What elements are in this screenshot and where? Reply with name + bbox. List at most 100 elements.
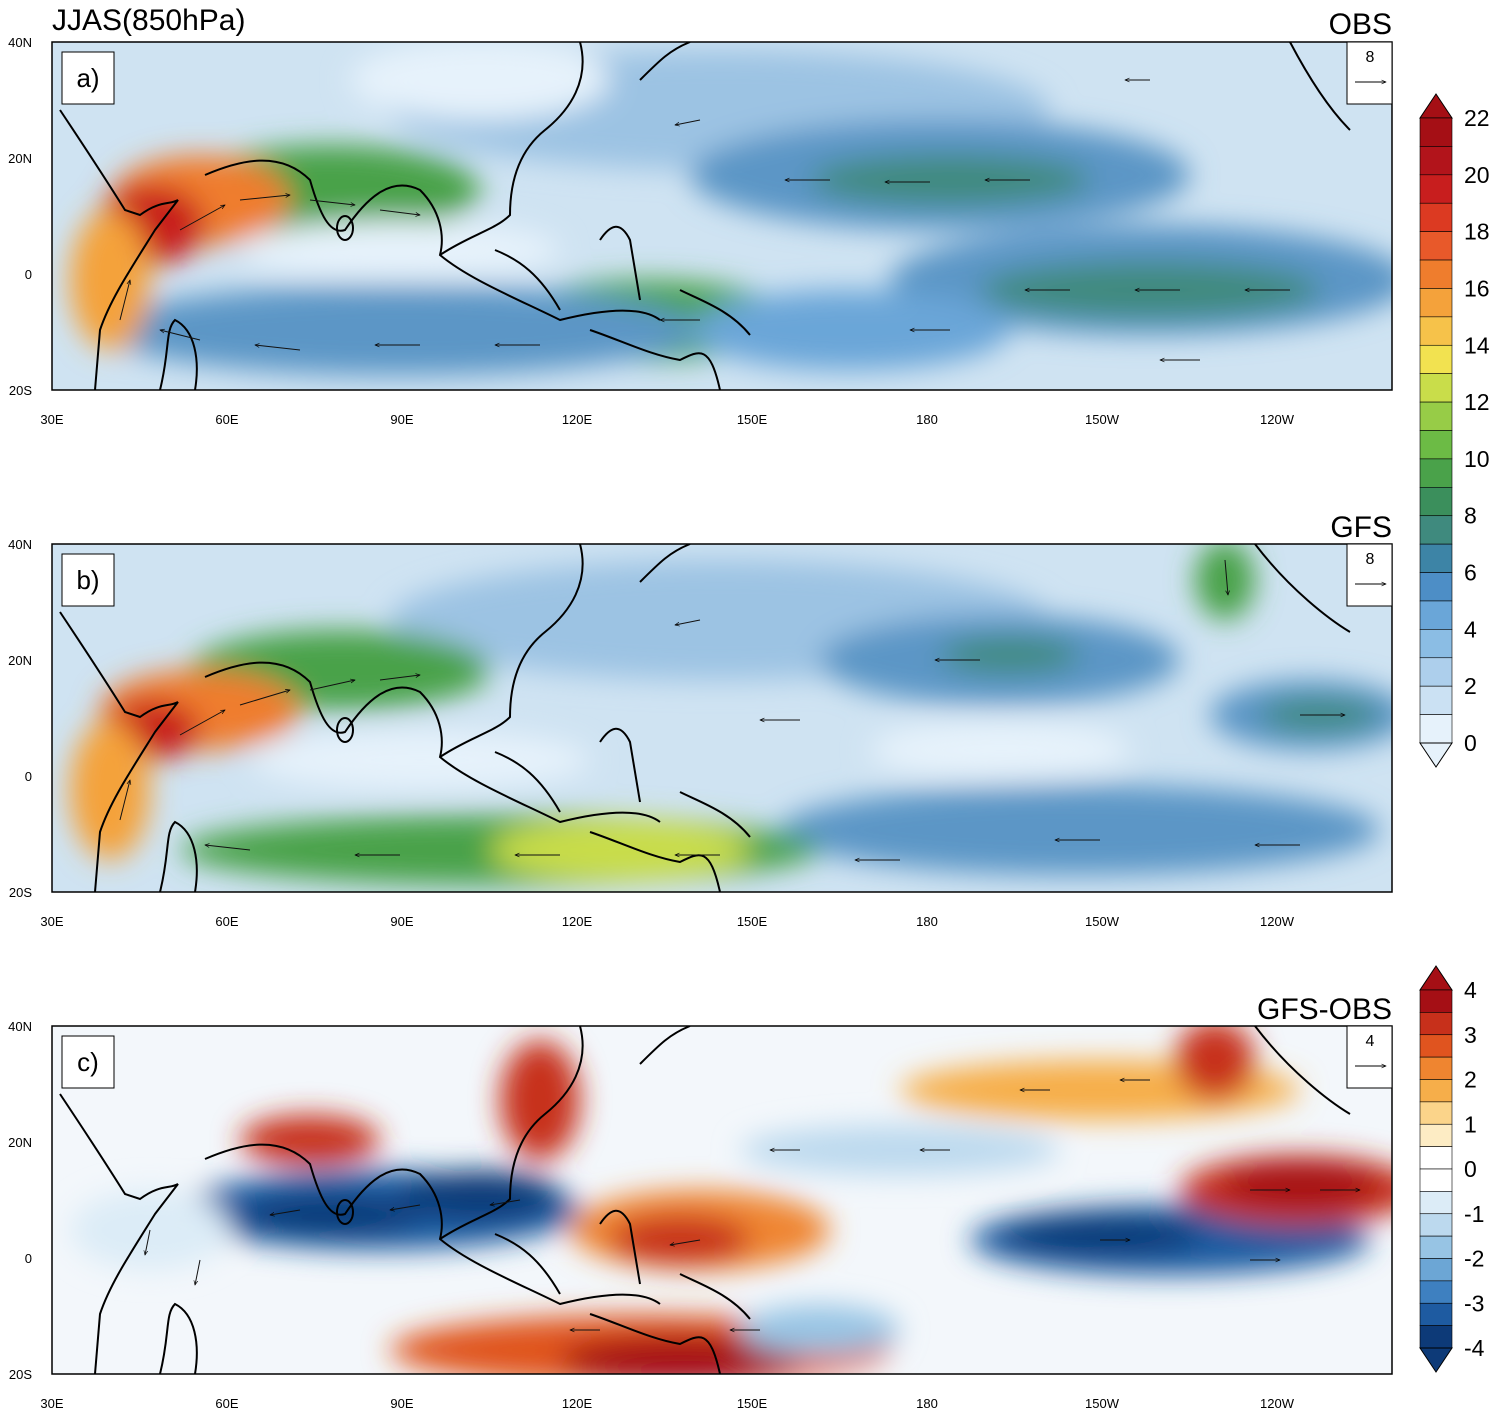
- colorbar-segment: [1419, 1191, 1453, 1215]
- colorbar-tick-label: -3: [1464, 1290, 1484, 1316]
- colorbar-segment: [1419, 146, 1453, 176]
- panel-a-ref-vector-label: 8: [1366, 49, 1375, 66]
- panel-c-letter-box: c): [61, 1035, 115, 1089]
- colorbar-segment: [1419, 174, 1453, 204]
- colorbar-segment: [1419, 1258, 1453, 1282]
- panel-c-coastlines: [59, 1026, 1351, 1374]
- panel-c-lat-ticks: 40N 20N 0 20S: [8, 1019, 32, 1382]
- lat-tick-label: 0: [25, 769, 32, 784]
- colorbar-tick-label: 4: [1464, 977, 1477, 1003]
- lon-tick-label: 180: [916, 914, 938, 929]
- colorbar-tick-label: 3: [1464, 1022, 1477, 1048]
- lat-tick-label: 40N: [8, 35, 32, 50]
- colorbar-segment: [1419, 1146, 1453, 1170]
- lon-tick-label: 150W: [1085, 1396, 1120, 1411]
- colorbar-segment: [1419, 430, 1453, 460]
- colorbar-segment: [1419, 629, 1453, 659]
- panel-c-title: GFS-OBS: [1257, 993, 1392, 1026]
- panel-a-frame: [51, 41, 1393, 391]
- panel-a: a) 8 OBS 40N 20N 0 20S 30E 60E 90E 120E …: [8, 8, 1393, 427]
- colorbar-segment: [1419, 1079, 1453, 1103]
- colorbar-segment: [1419, 714, 1453, 744]
- colorbar-segment: [1419, 600, 1453, 630]
- panel-c-frame: [51, 1025, 1393, 1375]
- colorbar-segment: [1419, 1012, 1453, 1036]
- colorbar-tick-label: 6: [1464, 560, 1477, 586]
- lat-tick-label: 20S: [9, 885, 32, 900]
- lon-tick-label: 60E: [215, 412, 238, 427]
- colorbar-segment: [1419, 1325, 1453, 1349]
- colorbar-tick-label: 2: [1464, 1067, 1477, 1093]
- panel-b-ref-vector-label: 8: [1366, 551, 1375, 568]
- lon-tick-label: 150W: [1085, 914, 1120, 929]
- colorbar-tick-label: 8: [1464, 503, 1477, 529]
- lat-tick-label: 40N: [8, 537, 32, 552]
- colorbar-segment: [1419, 288, 1453, 318]
- colorbar-segment: [1419, 316, 1453, 346]
- panel-b-lat-ticks: 40N 20N 0 20S: [8, 537, 32, 900]
- colorbar-lower-triangle: [1419, 742, 1453, 768]
- colorbar-tick-label: 2: [1464, 673, 1477, 699]
- lat-tick-label: 0: [25, 267, 32, 282]
- colorbar-segment: [1419, 202, 1453, 232]
- colorbar-tick-label: -2: [1464, 1246, 1484, 1272]
- lon-tick-label: 120W: [1260, 914, 1295, 929]
- lat-tick-label: 20S: [9, 1367, 32, 1382]
- panel-a-ref-vector-box: 8: [1346, 41, 1393, 105]
- panel-b-letter: b): [76, 565, 99, 595]
- colorbar-tick-label: 0: [1464, 730, 1477, 756]
- panel-b-frame: [51, 543, 1393, 893]
- lon-tick-label: 150E: [737, 914, 768, 929]
- panel-a-coastlines: [59, 42, 1351, 390]
- colorbar-segment: [1419, 543, 1453, 573]
- lon-tick-label: 150W: [1085, 412, 1120, 427]
- colorbar-segment: [1419, 1280, 1453, 1304]
- panel-b-title: GFS: [1330, 511, 1392, 544]
- panel-b-lon-ticks: 30E 60E 90E 120E 150E 180 150W 120W: [40, 914, 1294, 929]
- colorbar-tick-label: 10: [1464, 446, 1490, 472]
- colorbar-segment: [1419, 401, 1453, 431]
- lon-tick-label: 120E: [562, 412, 593, 427]
- colorbar-segment: [1419, 685, 1453, 715]
- panel-c-wind-vectors: [145, 1080, 1360, 1330]
- colorbar-segment: [1419, 1235, 1453, 1259]
- lon-tick-label: 90E: [390, 1396, 413, 1411]
- colorbar-segment: [1419, 231, 1453, 261]
- lon-tick-label: 60E: [215, 1396, 238, 1411]
- colorbar-segment: [1419, 1302, 1453, 1326]
- colorbar-segment: [1419, 117, 1453, 147]
- panel-b-coastlines: [59, 544, 1351, 892]
- colorbar-segment: [1419, 1213, 1453, 1237]
- panel-a-letter: a): [76, 63, 99, 93]
- lat-tick-label: 20N: [8, 1135, 32, 1150]
- panel-a-wind-vectors: [119, 80, 1290, 360]
- lon-tick-label: 30E: [40, 1396, 63, 1411]
- colorbar-segment: [1419, 1101, 1453, 1125]
- lon-tick-label: 90E: [390, 412, 413, 427]
- colorbar-tick-label: 4: [1464, 616, 1477, 642]
- panel-a-field: [70, 42, 1392, 375]
- lat-tick-label: 40N: [8, 1019, 32, 1034]
- lon-tick-label: 120W: [1260, 412, 1295, 427]
- colorbar-tick-label: -1: [1464, 1201, 1484, 1227]
- lat-tick-label: 20N: [8, 151, 32, 166]
- colorbar-segment: [1419, 572, 1453, 602]
- panel-a-lat-ticks: 40N 20N 0 20S: [8, 35, 32, 398]
- colorbar-segment: [1419, 657, 1453, 687]
- panel-c-lon-ticks: 30E 60E 90E 120E 150E 180 150W 120W: [40, 1396, 1294, 1411]
- colorbar-tick-label: 22: [1464, 105, 1490, 131]
- panel-c-ref-vector-label: 4: [1366, 1033, 1375, 1050]
- colorbar-upper-triangle: [1419, 93, 1453, 119]
- colorbar-segment: [1419, 487, 1453, 517]
- lat-tick-label: 20N: [8, 653, 32, 668]
- panel-b: b) 8 GFS 40N 20N 0 20S 30E 60E 90E 120E …: [8, 511, 1393, 929]
- lat-tick-label: 0: [25, 1251, 32, 1266]
- panel-a-letter-box: a): [61, 51, 115, 105]
- colorbar-segment: [1419, 344, 1453, 374]
- colorbar-tick-label: 0: [1464, 1156, 1477, 1182]
- panel-b-letter-box: b): [61, 553, 115, 607]
- colorbar-segment: [1419, 1034, 1453, 1058]
- panel-c-letter: c): [77, 1047, 99, 1077]
